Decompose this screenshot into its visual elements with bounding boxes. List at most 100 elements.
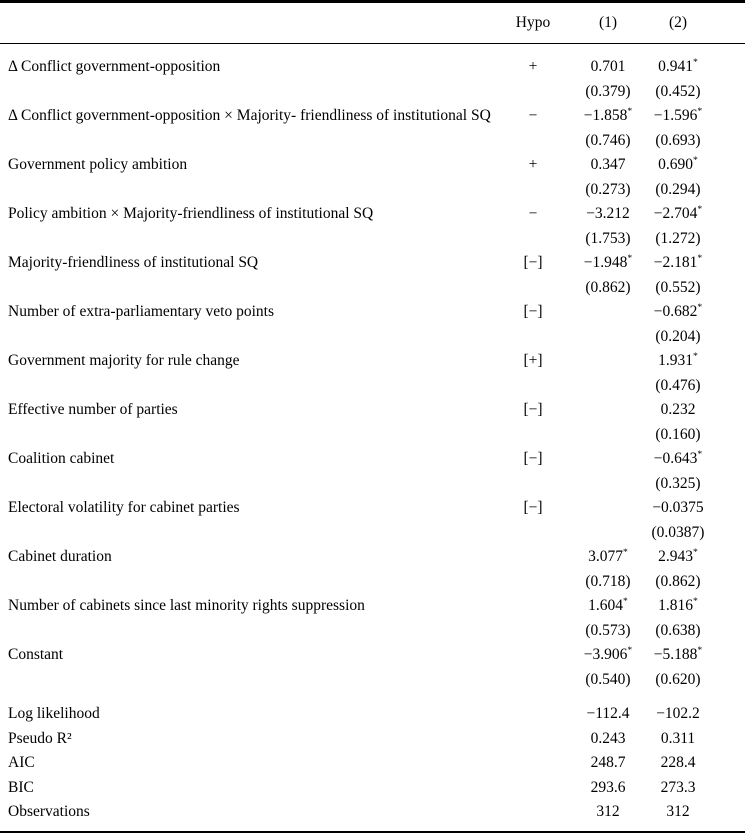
stat-hypo-empty [497,776,569,801]
se-cell-m1: (0.746) [585,131,631,149]
table-row: Government policy ambition + 0.347 0.690… [0,153,745,178]
se-cell-m2: (0.862) [655,572,701,590]
row-label: Policy ambition × Majority-friendliness … [0,202,497,251]
se-cell-m2: (0.693) [655,131,701,149]
stat-value-m2: 273.3 [660,778,696,796]
se-cell-m1 [569,374,647,399]
row-label: Effective number of parties [0,398,497,447]
hypothesis-cell [497,594,569,643]
hypothesis-cell: [−] [523,303,543,320]
se-cell-m1 [569,521,647,546]
table-row: Number of extra-parliamentary veto point… [0,300,745,325]
stat-value-m2: 0.311 [660,729,696,747]
row-label: Majority-friendliness of institutional S… [0,251,497,300]
variable-name: Government majority for rule change [8,352,240,369]
se-cell-m2: (1.272) [655,229,701,247]
hypothesis-cell: [−] [523,450,543,467]
coef-cell-m1: 0.347 [590,156,626,173]
se-cell-m2: (0.325) [655,474,701,492]
stat-row-log-likelihood: Log likelihood −112.4 −102.2 [0,692,745,727]
coef-cell-m2: −0.682* [653,301,703,320]
stat-row-bic: BIC 293.6 273.3 [0,776,745,801]
se-row: (0.160) [0,423,745,448]
coef-cell-m1: −3.906* [583,644,633,663]
variable-name: Government policy ambition [8,156,188,173]
table-row: Government majority for rule change [+] … [0,349,745,374]
stat-hypo-empty [497,692,569,727]
table-row: Effective number of parties [−] 0.232 [0,398,745,423]
table-row: Number of cabinets since last minority r… [0,594,745,619]
coef-cell-m1 [569,398,647,423]
stat-label: AIC [8,754,35,771]
column-header-variable [0,1,497,44]
table-row: Majority-friendliness of institutional S… [0,251,745,276]
stat-row-observations: Observations 312 312 [0,800,745,832]
table-row: Electoral volatility for cabinet parties… [0,496,745,521]
table-row: Policy ambition × Majority-friendliness … [0,202,745,227]
coef-cell-m2: −2.704* [653,203,703,222]
stat-value-m2: −102.2 [656,705,700,722]
variable-name: Electoral volatility for cabinet parties [8,499,240,516]
se-cell-m2: (0.204) [655,327,701,345]
stat-value-m2: 228.4 [660,754,696,771]
row-label: Constant [0,643,497,692]
se-row: (0.862) (0.552) [0,276,745,301]
hypothesis-cell: [+] [523,352,543,369]
stat-label: Observations [8,803,90,820]
se-cell-m2: (0.552) [655,278,701,296]
coef-cell-m1 [569,496,647,521]
se-cell-m1: (0.540) [585,670,631,688]
row-label: Number of cabinets since last minority r… [0,594,497,643]
coef-cell-m1 [569,349,647,374]
se-cell-m2: (0.620) [655,670,701,688]
stat-row-pseudo-r2: Pseudo R² 0.243 0.311 [0,727,745,752]
coef-cell-m2: 0.232 [660,401,696,418]
variable-name: Δ Conflict government-opposition [8,58,221,75]
coef-cell-m2: 2.943* [658,546,698,565]
coef-cell-m1: −1.858* [583,105,633,124]
header-row: Hypo (1) (2) [0,1,745,44]
se-cell-m2: (0.452) [655,82,701,100]
stat-hypo-empty [497,727,569,752]
se-cell-m1: (0.379) [585,82,631,100]
se-cell-m2: (0.476) [655,376,701,394]
coef-cell-m1: 1.604* [588,595,628,614]
stat-label: BIC [8,778,34,796]
variable-name: Effective number of parties [8,401,178,418]
hypothesis-cell: [−] [523,499,543,516]
hypothesis-cell: − [528,107,538,124]
variable-name: Constant [8,646,64,663]
se-cell-m1: (0.273) [585,180,631,198]
coef-cell-m2: 1.816* [658,595,698,614]
coef-cell-m1: 0.701 [590,58,626,75]
stat-value-m1: −112.4 [586,705,630,722]
se-cell-m2: (0.0387) [651,523,705,541]
variable-name: Number of extra-parliamentary veto point… [8,303,274,320]
table-row: Δ Conflict government-opposition × Major… [0,104,745,129]
stat-value-m1: 312 [596,803,620,820]
row-label: Government majority for rule change [0,349,497,398]
hypothesis-cell: [−] [523,254,543,271]
se-cell-m1 [569,325,647,350]
hypothesis-cell: + [528,58,538,75]
se-row: (1.753) (1.272) [0,227,745,252]
variable-name: Coalition cabinet [8,450,115,467]
row-label: Electoral volatility for cabinet parties [0,496,497,545]
se-cell-m1: (0.862) [585,278,631,296]
coef-cell-m1: −3.212 [586,205,630,222]
se-cell-m2: (0.638) [655,621,701,639]
coef-cell-m2: −2.181* [653,252,703,271]
hypothesis-cell: − [528,205,538,222]
stat-value-m1: 0.243 [590,729,626,747]
column-header-model2: (2) [647,1,745,44]
coef-cell-m2: 1.931* [658,350,698,369]
hypothesis-cell: [−] [523,401,543,418]
table-row: Δ Conflict government-opposition + 0.701… [0,44,745,80]
se-cell-m1: (0.573) [585,621,631,639]
se-row: (0.204) [0,325,745,350]
column-header-model1: (1) [569,1,647,44]
se-row: (0.573) (0.638) [0,619,745,644]
table-row: Coalition cabinet [−] −0.643* [0,447,745,472]
variable-name: Majority-friendliness of institutional S… [8,254,259,271]
se-cell-m1 [569,423,647,448]
